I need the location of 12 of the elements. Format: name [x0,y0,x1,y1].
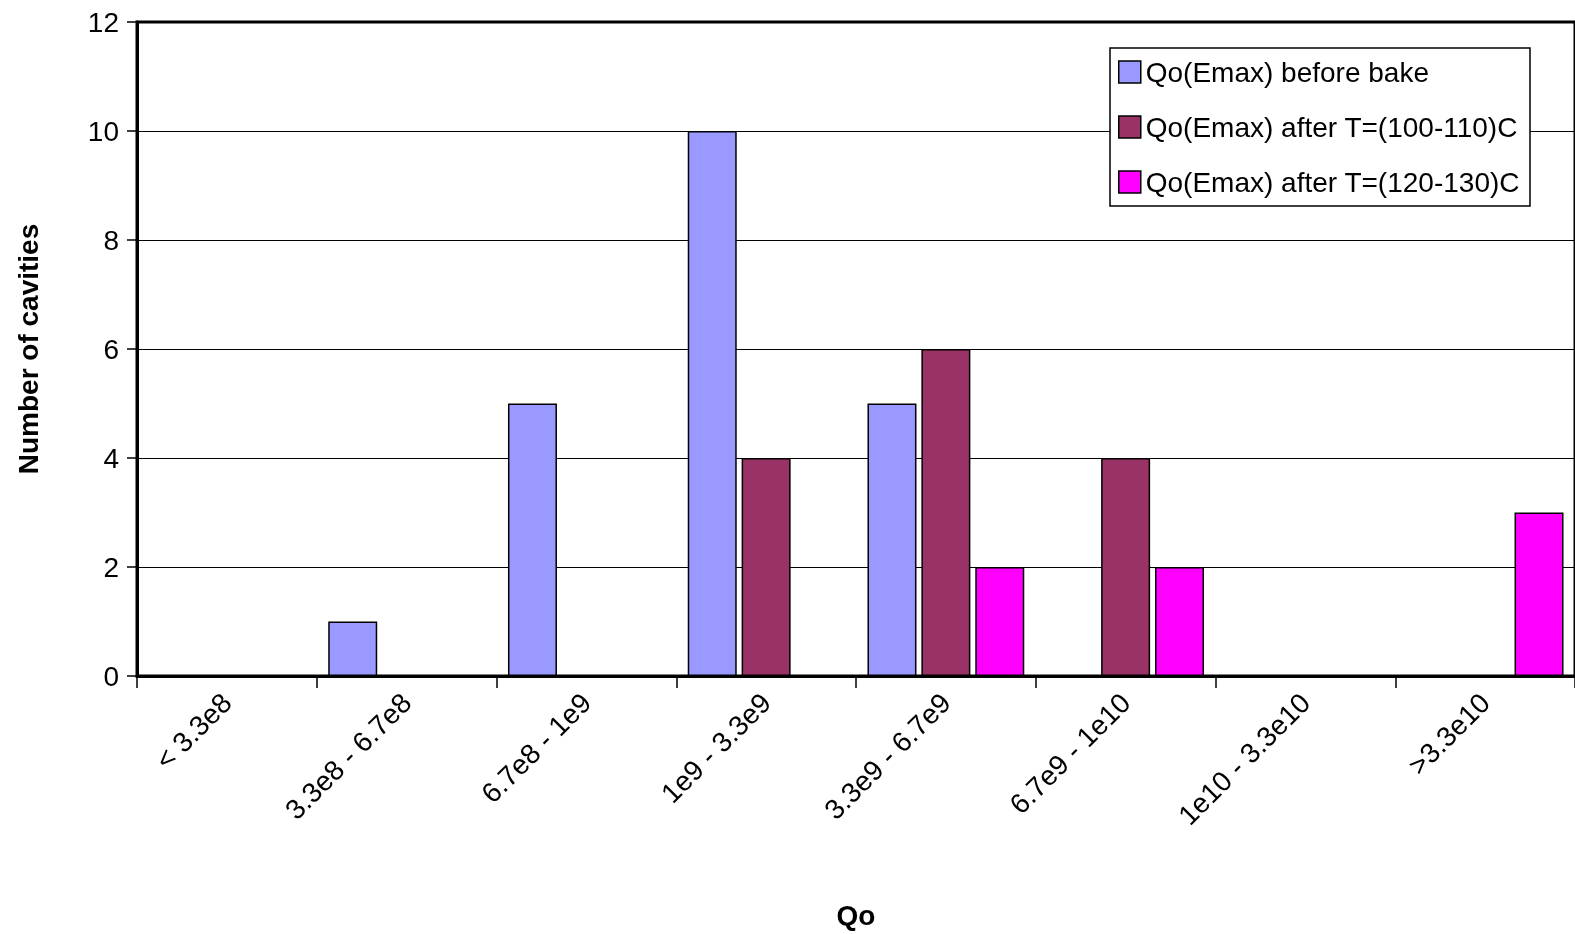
y-tick-label: 6 [103,333,119,365]
y-axis-title: Number of cavities [12,223,44,475]
y-tick-label: 12 [87,6,119,38]
y-tick-label: 8 [103,224,119,256]
x-axis-title: Qo [836,899,876,931]
y-tick-label: 2 [103,551,119,583]
y-tick-label: 0 [103,660,119,692]
legend-label: Qo(Emax) before bake [1145,56,1430,88]
y-tick-label: 10 [87,115,119,147]
y-tick-label: 4 [103,442,119,474]
legend-label: Qo(Emax) after T=(100-110)C [1145,111,1518,143]
legend-label: Qo(Emax) after T=(120-130)C [1145,166,1520,198]
